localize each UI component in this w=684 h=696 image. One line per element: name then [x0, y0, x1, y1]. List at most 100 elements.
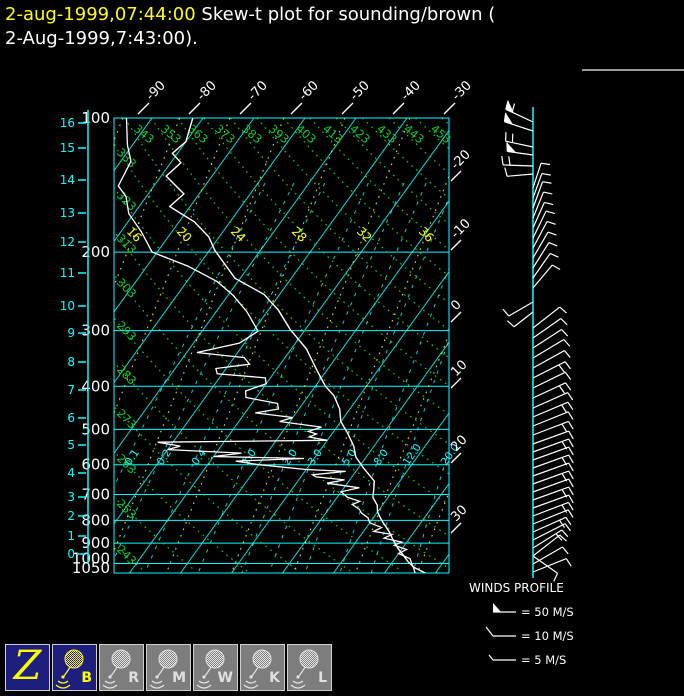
wind-barb — [532, 438, 574, 453]
moist-adiabat-line — [114, 118, 181, 288]
wind-barb — [532, 509, 574, 525]
toolbar-button-z[interactable]: Z — [5, 643, 50, 691]
mixing-ratio-line — [268, 182, 427, 573]
title-text: Skew-t plot for sounding/brown ( — [195, 4, 496, 25]
dry-adiabat-line — [114, 405, 300, 572]
top-axis-tick — [392, 102, 405, 115]
plot-title: 2-aug-1999,07:44:00 Skew-t plot for soun… — [5, 3, 675, 51]
pressure-axis-label: 400 — [81, 377, 110, 395]
mixing-ratio-line — [339, 267, 449, 573]
isotherm-line — [114, 118, 306, 384]
toolbar-button-r[interactable]: R — [99, 644, 144, 691]
wind-legend-label: = 50 M/S — [521, 605, 574, 619]
isotherm-line — [384, 482, 449, 573]
right-axis-tick — [450, 452, 462, 464]
toolbar-button-w[interactable]: W — [193, 644, 238, 691]
toolbar-button-label: R — [128, 670, 139, 686]
pressure-axis-label: 100 — [81, 109, 110, 127]
right-axis-label: 30 — [448, 503, 470, 525]
top-axis-label: -70 — [245, 78, 271, 104]
wind-barb — [505, 100, 534, 123]
wind-barb — [501, 155, 534, 167]
wind-barb — [532, 172, 551, 199]
dry-adiabat-label: 293 — [114, 318, 139, 343]
moist-adiabat-line — [165, 118, 346, 573]
wind-barb — [532, 486, 574, 501]
moist-adiabat-label: 36 — [416, 224, 437, 245]
top-axis-tick — [290, 102, 303, 115]
moist-adiabat-line — [114, 118, 231, 415]
balloon-icon — [290, 649, 319, 689]
wind-barb — [532, 391, 574, 409]
balloon-icon — [55, 649, 84, 689]
toolbar-button-m[interactable]: M — [146, 644, 191, 691]
dry-adiabat-label: 333 — [114, 145, 139, 170]
dry-adiabat-label: 303 — [114, 275, 139, 300]
toolbar-button-l[interactable]: L — [287, 644, 332, 691]
dry-adiabat-line — [335, 118, 449, 225]
wind-barb — [532, 201, 554, 229]
balloon-icon — [196, 649, 225, 689]
right-axis-label: -20 — [448, 147, 474, 173]
dewpoint-trace — [117, 118, 416, 573]
wind-barb — [532, 454, 574, 469]
moist-adiabat-label: 28 — [289, 224, 310, 245]
title-line2: 2-Aug-1999,7:43:00). — [5, 28, 198, 49]
wind-barb — [532, 318, 568, 339]
wind-barb — [504, 167, 534, 177]
wind-barb — [532, 350, 571, 369]
dry-adiabat-line — [441, 118, 449, 126]
dry-adiabat-line — [114, 450, 248, 572]
pressure-axis-label: 200 — [81, 243, 110, 261]
dry-adiabat-line — [414, 118, 449, 150]
toolbar-button-k[interactable]: K — [240, 644, 285, 691]
top-axis-label: -50 — [347, 78, 373, 104]
height-axis-label: 6 — [67, 411, 75, 425]
dry-adiabat-label: 253 — [114, 496, 139, 521]
pressure-axis-label: 500 — [81, 420, 110, 438]
dry-adiabat-line — [114, 230, 449, 537]
top-axis-label: -30 — [449, 78, 475, 104]
height-axis-label: 10 — [60, 299, 75, 313]
pressure-axis-label: 300 — [81, 322, 110, 340]
wind-barb — [532, 210, 555, 239]
dry-adiabat-line — [114, 142, 449, 475]
wind-barb — [532, 516, 572, 533]
toolbar-button-b[interactable]: B — [52, 644, 97, 691]
pressure-axis-label: 700 — [81, 486, 110, 504]
winds-profile-panel: = 50 M/S = 10 M/S = 5 M/S — [485, 100, 574, 667]
height-axis-label: 13 — [60, 206, 75, 220]
wind-barb — [532, 231, 557, 259]
dry-adiabat-line — [203, 118, 449, 359]
wind-barb — [532, 191, 553, 219]
moist-adiabat-label: 20 — [174, 224, 195, 245]
wind-barb — [532, 264, 561, 289]
isotherm-line — [114, 118, 255, 313]
right-axis-tick — [450, 239, 462, 251]
wind-barb — [532, 181, 552, 209]
dry-adiabat-line — [282, 118, 449, 277]
right-axis-tick — [450, 522, 462, 534]
wind-legend-item — [485, 626, 516, 637]
isotherm-line — [114, 118, 357, 455]
wind-barb — [532, 557, 572, 573]
wind-barb — [532, 401, 574, 418]
pressure-axis-label: 1050 — [72, 559, 110, 577]
dry-adiabat-line — [114, 186, 449, 506]
balloon-icon — [149, 649, 178, 689]
pressure-axis-label: 600 — [81, 456, 110, 474]
wind-barb — [532, 523, 571, 541]
mixing-ratio-line — [114, 182, 266, 488]
mixing-ratio-line — [304, 196, 449, 573]
script-z-icon: Z — [13, 643, 42, 689]
wind-barb — [532, 306, 567, 329]
dry-adiabat-label: 343 — [131, 122, 157, 147]
wind-barb — [532, 328, 569, 349]
height-axis-label: 0 — [67, 547, 75, 561]
wind-barb — [532, 411, 574, 427]
dry-adiabat-label: 373 — [212, 122, 238, 147]
top-axis-tick — [239, 102, 252, 115]
